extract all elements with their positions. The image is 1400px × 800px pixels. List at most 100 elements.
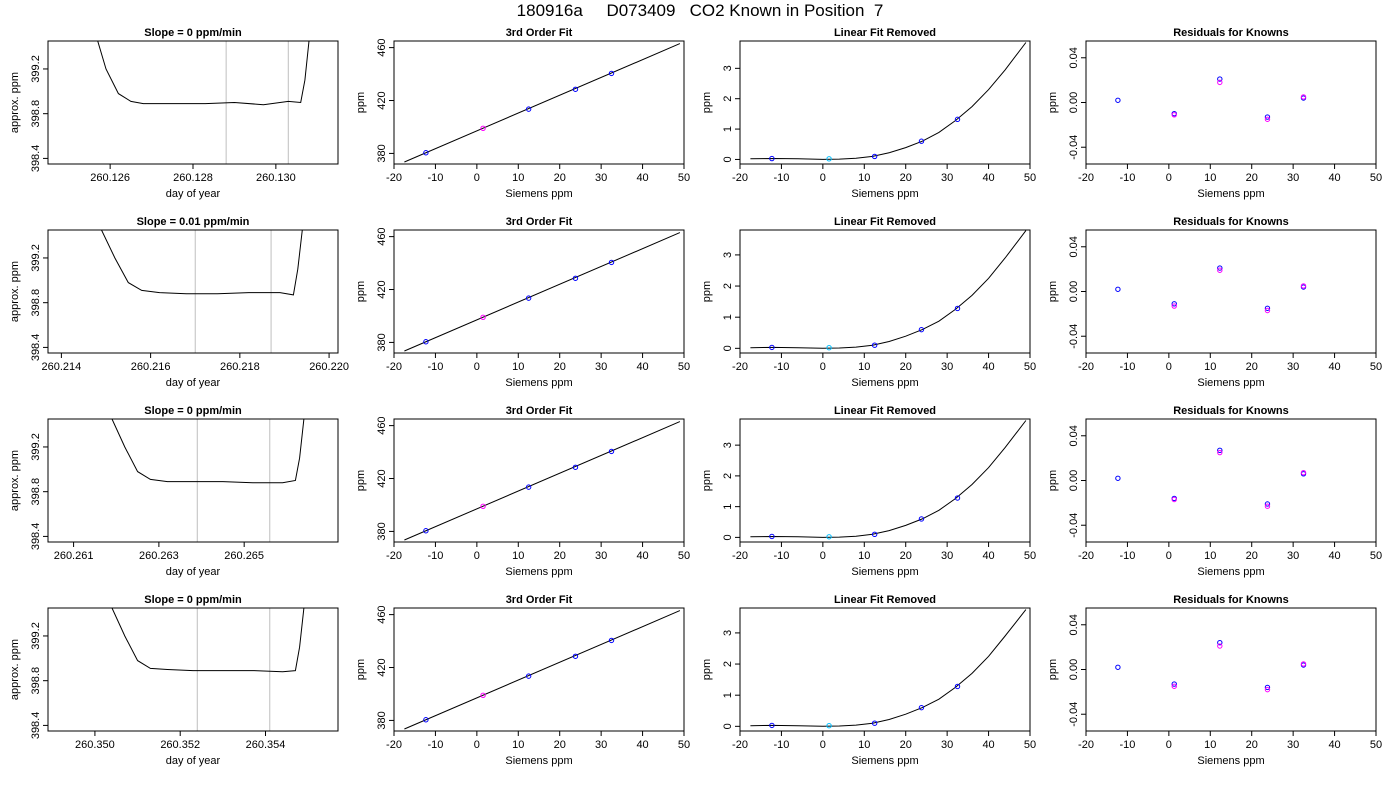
panel-4-4-ytick-label: 0.04 — [1068, 614, 1080, 635]
panel-3-1-fit-curve — [750, 42, 1027, 160]
panel-2-1-xtick-label: -10 — [427, 172, 443, 184]
panel-1-2-xtick-label: 260.216 — [131, 361, 171, 373]
panel-2-4-ytick-label: 380 — [376, 711, 388, 729]
panel-4-2-point — [1217, 267, 1223, 273]
panel-1-3-trace — [111, 419, 305, 484]
panel-4-3-frame — [1085, 418, 1377, 543]
panel-1-1-xtick-label: 260.128 — [173, 172, 213, 184]
panel-3-3-xtick-label: 0 — [820, 550, 826, 562]
panel-2-4-title: 3rd Order Fit — [506, 594, 573, 606]
panel-2-4-xtick-label: 0 — [474, 739, 480, 751]
panel-3-2-ytick-label: 2 — [722, 283, 734, 289]
panel-1-4-ytick-label: 399.2 — [30, 622, 42, 650]
panel-4-2-point — [1171, 303, 1177, 309]
panel-2-3-xtick-label: -20 — [386, 550, 402, 562]
panel-2-1-ytick-label: 460 — [376, 38, 388, 56]
panel-2-2-xtick-label: -20 — [386, 361, 402, 373]
panel-3-3-point — [769, 533, 775, 540]
panel-4-3-xtick-label: 0 — [1166, 550, 1172, 562]
panel-2-3-ytick-label: 460 — [376, 416, 388, 434]
panel-2-2-ytick-label: 420 — [376, 280, 388, 298]
panel-3-1-xtick-label: -20 — [732, 172, 748, 184]
panel-2-1-point — [525, 106, 532, 112]
panel-2-4-ytick-label: 420 — [376, 658, 388, 676]
panel-3-2-ylabel: ppm — [701, 281, 713, 302]
panel-4-4-xtick-label: 40 — [1328, 739, 1340, 751]
panel-4-3-xtick-label: 10 — [1204, 550, 1216, 562]
panel-3-1-ylabel: ppm — [701, 92, 713, 113]
panel-1-2-ytick-label: 399.2 — [30, 244, 42, 272]
panel-1-1: Slope = 0 ppm/min 260.126 260.128 260.130 39… — [9, 27, 339, 200]
panel-4-2: Residuals for Knowns -20 -10 0 10 20 30 40 50 -0.… — [1047, 216, 1382, 389]
panel-1-1-xtick-label: 260.126 — [90, 172, 130, 184]
panel-1-2-trace — [101, 230, 303, 296]
panel-4-2-ylabel: ppm — [1047, 281, 1059, 302]
panel-2-4-xtick-label: 40 — [636, 739, 648, 751]
panel-3-4: Linear Fit Removed -20 -10 0 10 20 30 40 50 0 1 2 3 S… — [701, 594, 1036, 767]
panel-4-1-xtick-label: 40 — [1328, 172, 1340, 184]
panel-3-2-fit-curve — [750, 230, 1027, 349]
panel-1-4-trace — [111, 608, 305, 673]
panel-3-4-xtick-label: 30 — [941, 739, 953, 751]
panel-4-3-plot-area — [1115, 447, 1307, 509]
panel-3-2-ytick-label: 0 — [722, 345, 734, 351]
panel-1-1-frame — [47, 40, 339, 165]
panel-4-2-xtick-label: 0 — [1166, 361, 1172, 373]
panel-4-2-point — [1171, 301, 1177, 307]
panel-4-4-plot-area — [1115, 639, 1307, 693]
panel-2-1-point — [572, 86, 579, 92]
panel-2-1-ytick-label: 380 — [376, 144, 388, 162]
panel-2-2-xtick-label: 20 — [554, 361, 566, 373]
panel-2-1-point — [480, 125, 486, 131]
panel-2-4-frame — [393, 607, 685, 732]
panel-4-1-point — [1217, 76, 1223, 82]
panel-2-2-xtick-label: 30 — [595, 361, 607, 373]
panel-1-2-xlabel: day of year — [166, 377, 221, 389]
panel-3-3-xlabel: Siemens ppm — [851, 566, 918, 578]
panel-1-1-title: Slope = 0 ppm/min — [144, 27, 242, 39]
panel-2-1-fit-curve — [404, 43, 681, 163]
panel-2-4-point — [480, 692, 486, 698]
panel-3-3-xtick-label: 40 — [982, 550, 994, 562]
panel-2-4: 3rd Order Fit -20 -10 0 10 20 30 40 50 380 420 460 S… — [355, 594, 690, 767]
panel-1-4-ytick-label: 398.8 — [30, 667, 42, 695]
panel-3-1-ytick-label: 3 — [722, 65, 734, 71]
panel-2-1: 3rd Order Fit -20 -10 0 10 20 30 40 50 380 420 460 S… — [355, 27, 690, 200]
panel-3-1-xtick-label: 40 — [982, 172, 994, 184]
panel-4-1-xtick-label: 0 — [1166, 172, 1172, 184]
panel-3-1-ytick-label: 1 — [722, 126, 734, 132]
panel-2-2-title: 3rd Order Fit — [506, 216, 573, 228]
panel-2-2-xlabel: Siemens ppm — [505, 377, 572, 389]
panel-3-4-xtick-label: 50 — [1024, 739, 1036, 751]
panel-2-3-ytick-label: 420 — [376, 469, 388, 487]
panel-3-2-ytick-label: 1 — [722, 314, 734, 320]
panel-2-2-point — [572, 275, 579, 281]
panel-4-1-ylabel: ppm — [1047, 92, 1059, 113]
panel-1-4-ylabel: approx. ppm — [9, 639, 21, 700]
panel-3-1-ytick-label: 0 — [722, 156, 734, 162]
panel-2-1-xtick-label: 0 — [474, 172, 480, 184]
panel-1-3-title: Slope = 0 ppm/min — [144, 405, 242, 417]
panel-3-2-xtick-label: -20 — [732, 361, 748, 373]
panel-2-1-xtick-label: 30 — [595, 172, 607, 184]
panel-4-3-point — [1264, 503, 1271, 509]
panel-1-3-plot-area — [111, 419, 305, 542]
panel-4-4-ytick-label: -0.04 — [1068, 702, 1080, 727]
panel-1-3-xtick-label: 260.261 — [54, 550, 94, 562]
panel-3-3-xtick-label: -10 — [773, 550, 789, 562]
panel-1-1-ylabel: approx. ppm — [9, 72, 21, 133]
panel-1-2-frame — [47, 229, 339, 354]
panel-3-4-xtick-label: 10 — [858, 739, 870, 751]
panel-2-2-point — [423, 339, 429, 345]
panel-2-3-point — [572, 464, 579, 470]
panel-4-1-ytick-label: 0.00 — [1068, 92, 1080, 113]
panel-2-3-xtick-label: 40 — [636, 550, 648, 562]
panel-4-4-xtick-label: 30 — [1287, 739, 1299, 751]
panel-3-3-frame — [739, 418, 1031, 543]
panel-3-4-ytick-label: 2 — [722, 661, 734, 667]
panel-4-4-xtick-label: -10 — [1119, 739, 1135, 751]
panel-2-2-point — [608, 259, 615, 266]
panel-2-1-xtick-label: -20 — [386, 172, 402, 184]
panel-1-3-ylabel: approx. ppm — [9, 450, 21, 511]
